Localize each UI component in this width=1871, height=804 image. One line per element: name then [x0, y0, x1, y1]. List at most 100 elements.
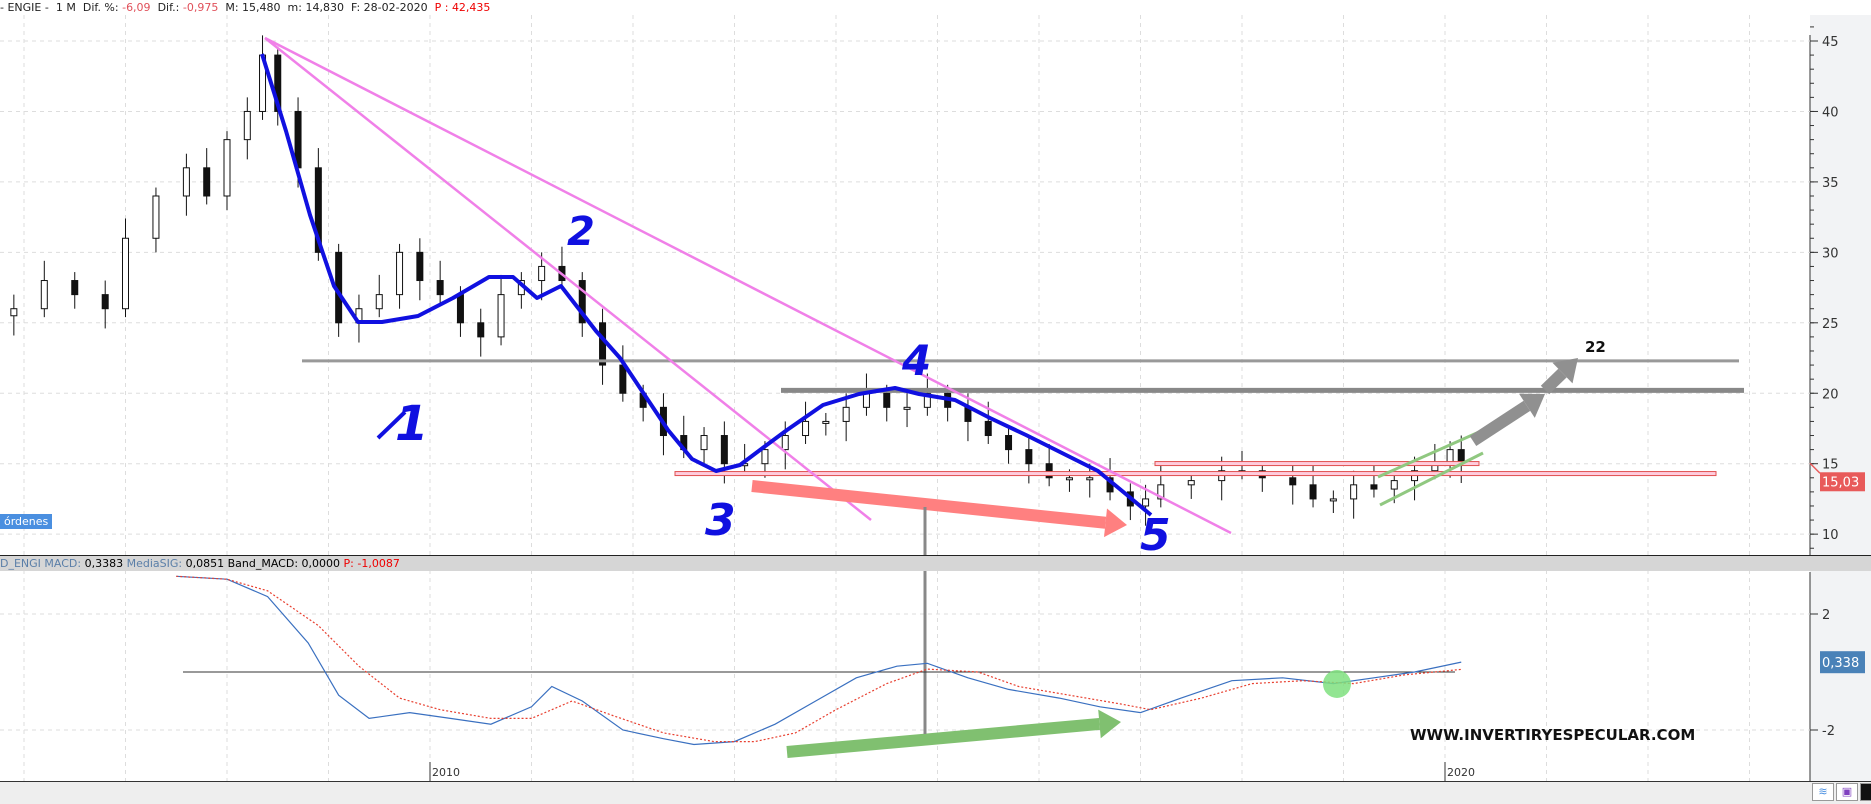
sig-value: 0,0851: [185, 557, 225, 570]
macd-series-macd: [176, 575, 1462, 746]
support-band: [674, 471, 1717, 477]
target-arrow-2-head: [1552, 358, 1578, 384]
candle-body: [10, 308, 18, 317]
wave-1-stroke: [376, 410, 407, 440]
y-tick-label: 30: [1822, 246, 1839, 261]
candle-body: [1329, 498, 1337, 502]
candle-body: [243, 110, 251, 141]
candle-body: [862, 392, 870, 408]
candle-body: [1187, 480, 1195, 486]
macd-indicator-name: D_ENGI: [0, 557, 41, 570]
candle-body: [822, 420, 830, 424]
candle-body: [984, 420, 992, 437]
band-label: Band_MACD:: [227, 557, 299, 570]
candle-body: [274, 54, 282, 112]
candle-body: [1350, 484, 1358, 500]
candle-body: [761, 449, 769, 465]
period: 1 M: [55, 1, 76, 14]
candle-body: [538, 265, 546, 282]
macd-value: 0,3383: [84, 557, 124, 570]
candle-body: [619, 364, 627, 394]
candle-body: [1309, 484, 1317, 500]
dif-label: Dif.:: [157, 1, 180, 14]
band-value: 0,0000: [301, 557, 341, 570]
p-label: P :: [434, 1, 449, 14]
macd-legend: D_ENGI MACD: 0,3383 MediaSIG: 0,0851 Ban…: [0, 555, 1871, 571]
y-tick-label: 10: [1822, 528, 1839, 543]
symbol: - ENGIE -: [0, 1, 49, 14]
min: 14,830: [305, 1, 344, 14]
y-tick-label: 45: [1822, 35, 1839, 50]
dif: -0,975: [182, 1, 219, 14]
candle-body: [416, 251, 424, 282]
chart-header: - ENGIE - 1 M Dif. %: -6,09 Dif.: -0,975…: [0, 0, 490, 15]
candle-body: [122, 237, 129, 310]
min-label: m:: [287, 1, 302, 14]
target-label: 22: [1585, 338, 1606, 356]
channel-lower: [1379, 451, 1484, 507]
target-arrow-1: [1469, 400, 1531, 447]
date: 28-02-2020: [363, 1, 428, 14]
dif-pct: -6,09: [122, 1, 151, 14]
support-band-upper: [1154, 461, 1480, 467]
y-tick-label: 25: [1822, 317, 1839, 332]
macd-last-badge: [1820, 651, 1865, 674]
candle-body: [1005, 435, 1013, 451]
candle-body: [456, 294, 464, 324]
green-arrow-head: [1098, 709, 1121, 739]
save-icon[interactable]: ▣: [1836, 783, 1858, 801]
candle-body: [1390, 480, 1398, 490]
target-arrow-1-head: [1519, 393, 1545, 418]
color-icon[interactable]: [1860, 783, 1871, 801]
candle-body: [182, 167, 190, 197]
max: 15,480: [242, 1, 281, 14]
red-arrow: [751, 480, 1107, 529]
candle-body: [314, 167, 322, 253]
macd-year-label: 2020: [1447, 766, 1475, 779]
candle-body: [1025, 449, 1033, 465]
wave-label-n3: 3: [705, 495, 736, 546]
wave-label-n5: 5: [1140, 510, 1171, 561]
candle-body: [1142, 498, 1150, 507]
chart-type-icon[interactable]: ≋: [1812, 783, 1834, 801]
candle-body: [1370, 484, 1378, 490]
wave-label-n4: 4: [901, 336, 931, 385]
candle-body: [40, 280, 48, 310]
candle-body: [1289, 477, 1297, 486]
macd-last-label: 0,338: [1822, 656, 1859, 671]
macd-axis-bg: [1810, 570, 1871, 781]
macd-year-label: 2010: [432, 766, 460, 779]
wave-label-n2: 2: [567, 209, 595, 255]
watermark: WWW.INVERTIRYESPECULAR.COM: [1410, 726, 1695, 744]
candle-body: [1157, 484, 1165, 500]
macd-p-value: -1,0087: [357, 557, 400, 570]
candle-body: [781, 435, 789, 451]
macd-y-tick-label: 2: [1822, 608, 1830, 623]
candle-body: [203, 167, 211, 197]
time-axis-bar: [0, 781, 1871, 804]
candle-body: [396, 251, 404, 296]
target-arrow-2: [1540, 368, 1567, 395]
macd-series-mediasig: [176, 575, 1462, 743]
candle-body: [152, 195, 160, 239]
macd-y-tick-label: -2: [1822, 724, 1835, 739]
green-arrow: [786, 717, 1101, 758]
last-price-label: 15,03: [1822, 475, 1859, 490]
channel-upper: [1377, 430, 1480, 479]
orders-button[interactable]: órdenes: [0, 514, 53, 529]
y-tick-label: 20: [1822, 387, 1839, 402]
p: 42,435: [451, 1, 491, 14]
y-tick-label: 40: [1822, 105, 1839, 120]
date-label: F:: [350, 1, 361, 14]
candle-body: [883, 392, 891, 408]
candle-body: [1065, 477, 1073, 481]
price-axis-bg: [1810, 15, 1871, 555]
last-price-badge: [1820, 472, 1865, 492]
y-tick-label: 15: [1822, 458, 1839, 473]
candle-body: [700, 435, 708, 451]
candle-body: [842, 406, 850, 422]
candle-body: [903, 406, 911, 410]
candle-body: [923, 392, 931, 408]
candle-body: [1045, 463, 1053, 479]
